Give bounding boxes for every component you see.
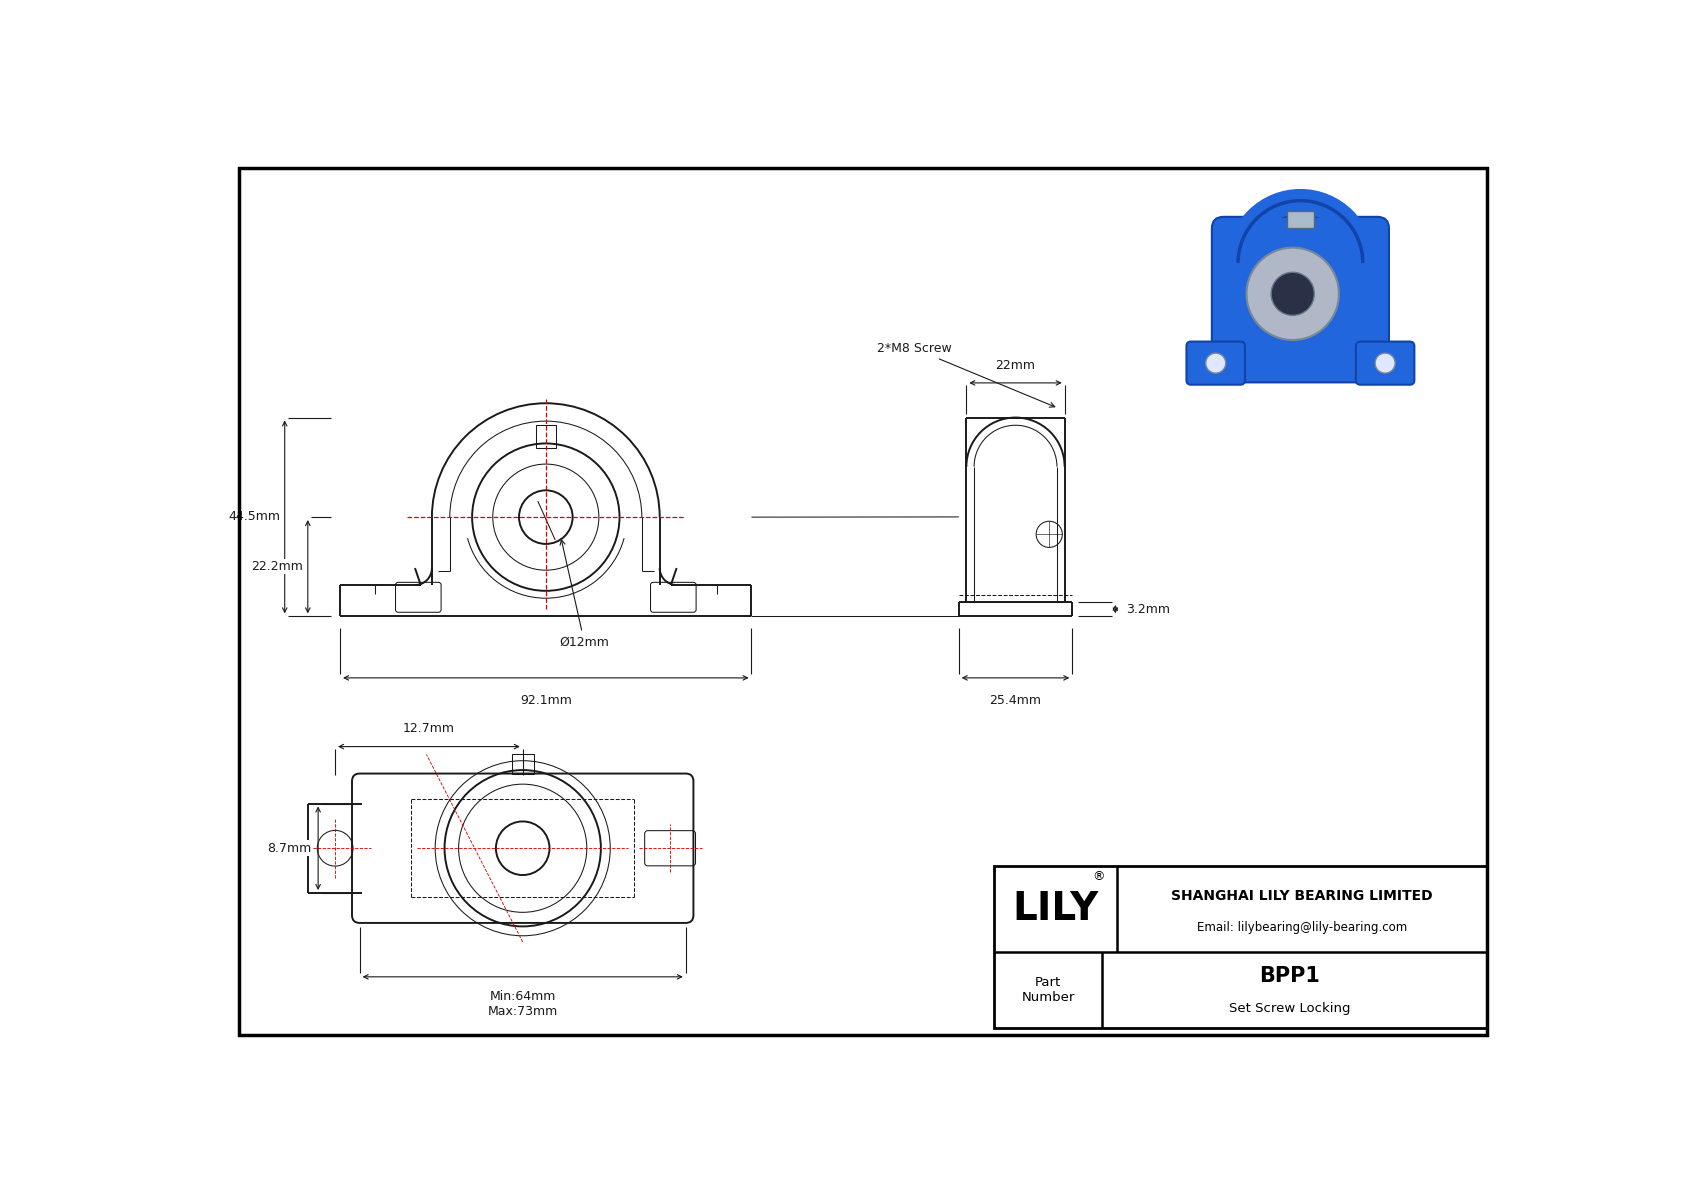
FancyBboxPatch shape (1187, 342, 1244, 385)
Circle shape (1271, 273, 1314, 316)
Text: 2*M8 Screw: 2*M8 Screw (877, 342, 1054, 407)
Text: 22mm: 22mm (995, 358, 1036, 372)
Circle shape (1246, 248, 1339, 341)
Text: Min:64mm
Max:73mm: Min:64mm Max:73mm (488, 990, 557, 1018)
Circle shape (1376, 353, 1394, 373)
Text: Set Screw Locking: Set Screw Locking (1229, 1002, 1351, 1015)
Bar (994, 866, 1487, 1028)
Text: 44.5mm: 44.5mm (227, 511, 280, 523)
Bar (512, 754, 534, 774)
Bar (536, 425, 556, 448)
Text: 8.7mm: 8.7mm (266, 842, 312, 855)
FancyBboxPatch shape (1356, 342, 1415, 385)
Text: 22.2mm: 22.2mm (251, 560, 303, 573)
Text: 3.2mm: 3.2mm (1125, 603, 1170, 616)
Text: BPP1: BPP1 (1260, 966, 1320, 986)
Text: Ø12mm: Ø12mm (559, 540, 610, 649)
Text: Part
Number: Part Number (1022, 975, 1074, 1004)
Text: Email: lilybearing@lily-bearing.com: Email: lilybearing@lily-bearing.com (1197, 921, 1408, 934)
Text: 12.7mm: 12.7mm (402, 723, 455, 735)
Circle shape (1206, 353, 1226, 373)
Text: LILY: LILY (1012, 890, 1098, 928)
Bar (1287, 212, 1314, 229)
FancyBboxPatch shape (1212, 217, 1389, 382)
Text: 25.4mm: 25.4mm (990, 694, 1041, 707)
Text: 92.1mm: 92.1mm (520, 694, 573, 707)
Text: ®: ® (1093, 869, 1105, 883)
Text: SHANGHAI LILY BEARING LIMITED: SHANGHAI LILY BEARING LIMITED (1170, 888, 1433, 903)
